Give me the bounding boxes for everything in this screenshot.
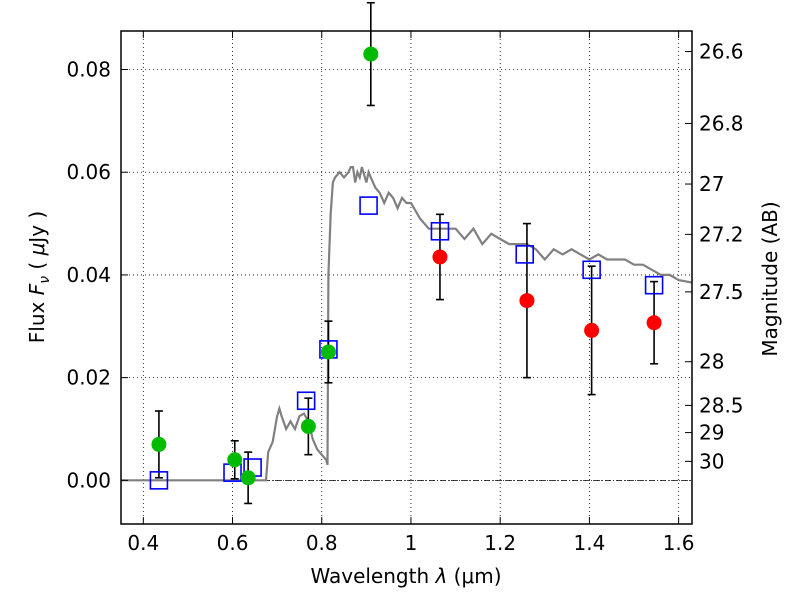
model-point-square (644, 275, 664, 295)
magnitude-tick-label: 27 (699, 172, 724, 196)
observed-point (646, 315, 662, 331)
y-tick-label: 0.00 (66, 468, 111, 492)
magnitude-tick-label: 28 (699, 350, 724, 374)
data-points (149, 46, 664, 490)
x-axis-ticks: 0.4 0.6 0.8 1 1.2 1.4 1.6 (127, 31, 695, 555)
y-axis-ticks: 0.00 0.02 0.04 0.06 0.08 (66, 58, 128, 492)
grid-lines (121, 31, 692, 524)
magnitude-tick-label: 30 (699, 449, 724, 473)
model-point-square (515, 245, 535, 264)
model-point-square (430, 221, 450, 241)
x-tick-label: 1 (405, 531, 418, 555)
observed-point (363, 46, 379, 62)
plot-frame (120, 30, 693, 525)
y-tick-label: 0.04 (66, 263, 111, 287)
x-axis-title-unit: (μm) (447, 564, 501, 588)
magnitude-tick-label: 26.8 (699, 111, 744, 135)
observed-point (240, 470, 256, 486)
y-axis-title-mu: μ (25, 243, 49, 257)
magnitude-tick-label: 27.5 (699, 280, 744, 304)
model-point-square (149, 471, 169, 490)
model-point-square (359, 196, 378, 215)
error-bars (154, 1, 659, 505)
magnitude-tick-label: 27.2 (699, 222, 744, 246)
x-tick-label: 0.4 (127, 531, 159, 555)
magnitude-tick-label: 26.6 (699, 40, 744, 64)
x-axis-title-var: λ (434, 564, 447, 588)
y-tick-label: 0.06 (66, 160, 111, 184)
observed-point (151, 436, 167, 452)
x-tick-label: 0.8 (306, 531, 338, 555)
magnitude-tick-label: 29 (699, 421, 724, 445)
y-axis-title-prefix: Flux (25, 295, 49, 343)
observed-point (227, 452, 243, 468)
x-tick-label: 1.4 (573, 531, 605, 555)
observed-point (320, 344, 336, 360)
magnitude-axis-title: Magnitude (AB) (758, 201, 782, 356)
x-axis-title-prefix: Wavelength (310, 564, 435, 588)
y-tick-label: 0.08 (66, 58, 111, 82)
magnitude-axis-ticks: 26.6 26.8 27 27.2 27.5 28 28.5 29 30 (685, 40, 744, 473)
y-axis-title-open: ( (25, 255, 49, 276)
y-axis-title-unit: Jy ) (25, 211, 49, 245)
model-spectrum-line (121, 166, 693, 482)
y-axis-title-var: F (25, 283, 49, 295)
magnitude-tick-label: 28.5 (699, 393, 744, 417)
y-axis-title: Flux Fν ( μJy ) (25, 211, 53, 343)
model-point-square (582, 260, 601, 280)
x-tick-label: 1.6 (663, 531, 695, 555)
observed-point (584, 322, 600, 338)
y-tick-label: 0.02 (66, 366, 111, 390)
model-point-square (296, 391, 316, 411)
observed-point (300, 418, 316, 434)
y-axis-title-sub: ν (37, 276, 53, 284)
observed-point (432, 249, 448, 265)
x-tick-label: 1.2 (484, 531, 516, 555)
x-tick-label: 0.6 (217, 531, 249, 555)
observed-point (519, 293, 535, 309)
x-axis-title: Wavelength λ (μm) (310, 564, 501, 588)
